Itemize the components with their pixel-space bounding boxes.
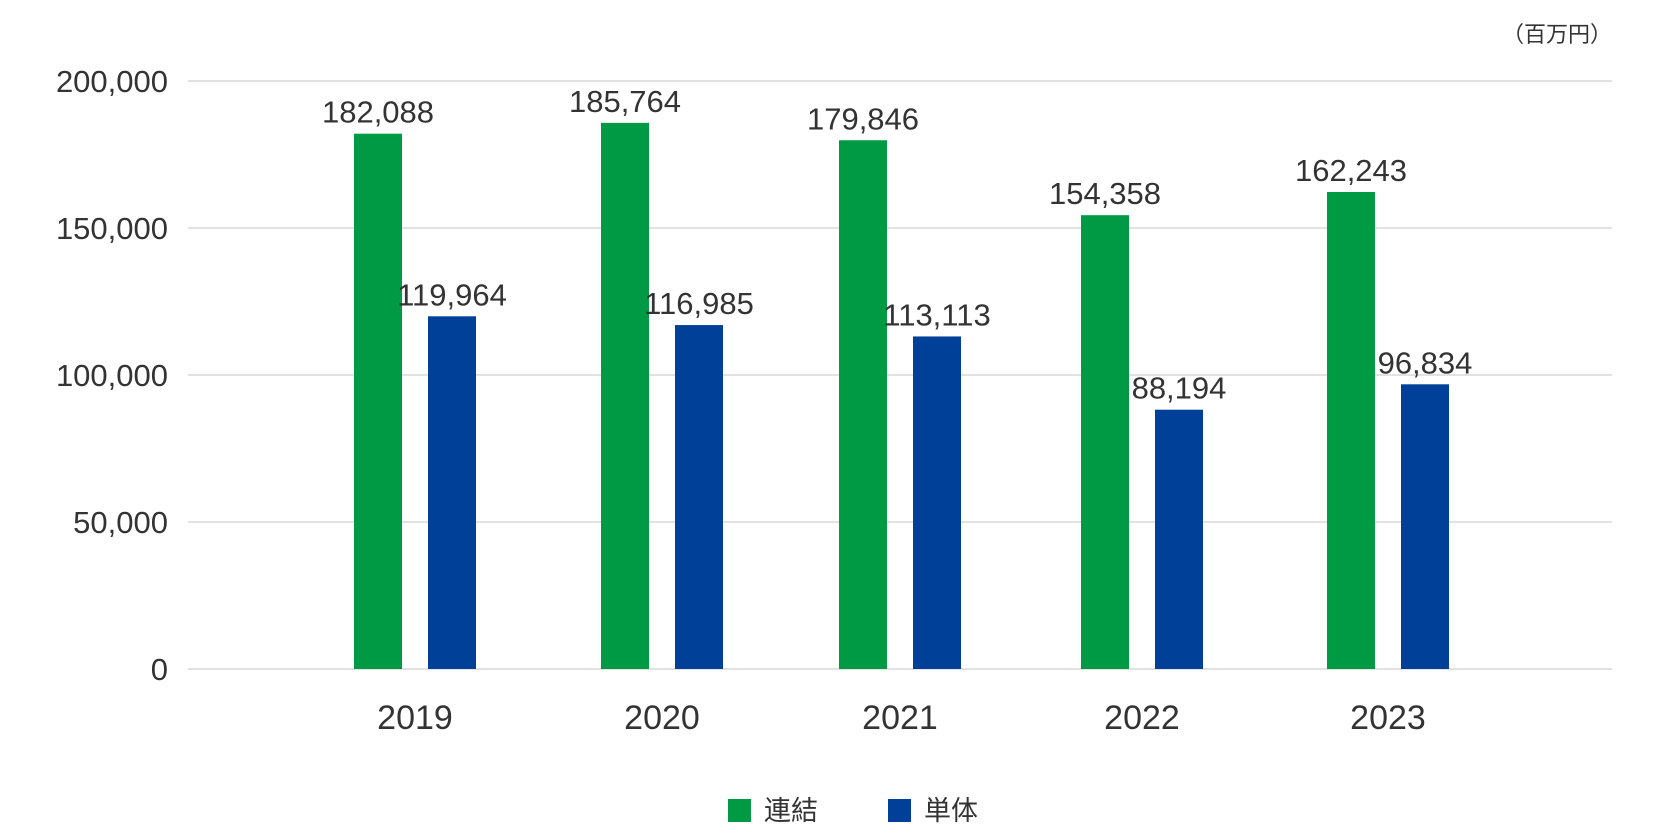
bar-consolidated [1327, 192, 1375, 669]
x-axis-ticks: 2019 2020 2021 2022 2023 [377, 699, 1426, 737]
data-label: 113,113 [883, 297, 990, 332]
bar-standalone [1155, 409, 1203, 669]
legend-label: 連結 [764, 796, 818, 827]
bar-standalone [913, 336, 961, 669]
bar-standalone [1401, 384, 1449, 669]
data-label: 116,985 [644, 286, 754, 321]
x-tick-label: 2021 [862, 699, 938, 737]
legend-swatch [728, 799, 751, 822]
bar-consolidated [1081, 215, 1129, 669]
y-tick-label: 150,000 [56, 211, 168, 246]
y-tick-label: 50,000 [73, 505, 168, 540]
data-label: 179,846 [807, 101, 919, 136]
bar-standalone [428, 316, 476, 669]
data-label: 185,764 [569, 84, 681, 119]
y-tick-label: 100,000 [56, 358, 168, 393]
y-axis-ticks: 0 50,000 100,000 150,000 200,000 [56, 64, 168, 687]
data-label: 88,194 [1132, 371, 1227, 406]
y-tick-label: 200,000 [56, 64, 168, 99]
data-label: 96,834 [1378, 345, 1473, 380]
data-label: 182,088 [322, 95, 434, 130]
bar-standalone [675, 325, 723, 669]
x-tick-label: 2020 [624, 699, 700, 737]
data-label: 119,964 [397, 277, 507, 312]
value-labels: 182,088 185,764 179,846 154,358 162,243 119,9… [322, 84, 1472, 406]
bar-consolidated [601, 122, 649, 670]
y-tick-label: 0 [151, 652, 168, 687]
data-label: 162,243 [1295, 153, 1407, 188]
x-tick-label: 2019 [377, 699, 453, 737]
legend-label: 単体 [924, 796, 978, 827]
data-label: 154,358 [1049, 176, 1161, 211]
x-tick-label: 2022 [1104, 699, 1180, 737]
bars [354, 122, 1449, 670]
legend: 連結 単体 [728, 796, 978, 827]
bar-consolidated [354, 133, 402, 670]
unit-label: （百万円） [1502, 23, 1612, 48]
legend-swatch [888, 799, 911, 822]
x-tick-label: 2023 [1350, 699, 1426, 737]
bar-consolidated [839, 140, 887, 670]
